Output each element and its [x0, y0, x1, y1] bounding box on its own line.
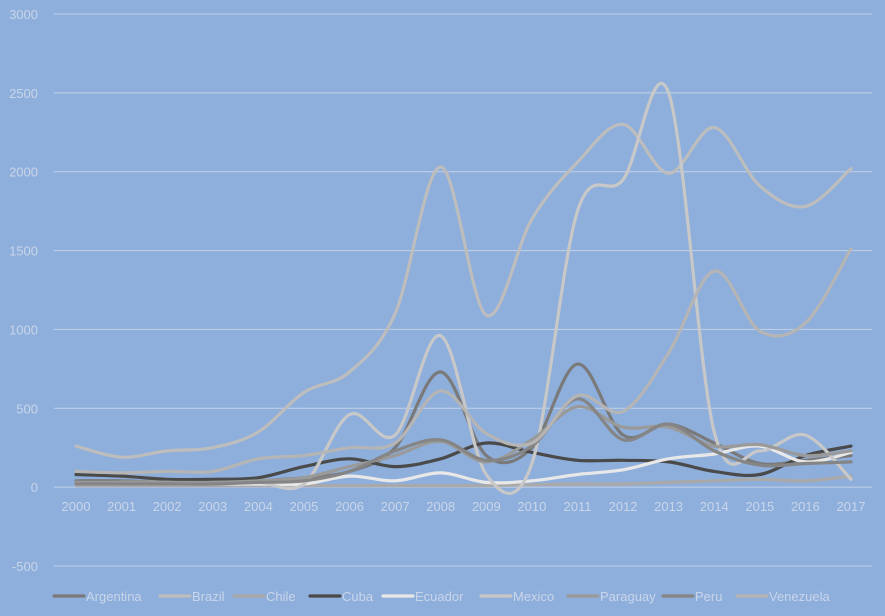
y-tick-label: 2000 [9, 165, 38, 180]
x-tick-label: 2016 [791, 499, 820, 514]
legend-label: Paraguay [600, 589, 656, 604]
x-tick-label: 2006 [335, 499, 364, 514]
series-line-peru [74, 397, 853, 486]
x-tick-label: 2011 [563, 499, 591, 514]
legend-item-peru: Peru [661, 589, 722, 604]
x-tick-label: 2012 [609, 499, 638, 514]
legend-label: Venezuela [769, 589, 830, 604]
legend-item-ecuador: Ecuador [381, 589, 464, 604]
y-axis-ticks: -500 0 500 1000 1500 2000 2500 3000 [9, 7, 38, 574]
legend-label: Peru [695, 589, 722, 604]
legend-label: Mexico [513, 589, 554, 604]
y-tick-label: 500 [16, 401, 38, 416]
x-tick-label: 2009 [472, 499, 501, 514]
x-tick-label: 2013 [654, 499, 683, 514]
legend-item-brazil: Brazil [158, 589, 225, 604]
y-tick-label: 1500 [9, 244, 38, 259]
series-line-brazil [74, 122, 853, 459]
legend-item-chile: Chile [232, 589, 296, 604]
y-tick-label: 1000 [9, 322, 38, 337]
x-axis-ticks: 2000 2001 2002 2003 2004 2005 2006 2007 2008 2009… [62, 499, 866, 514]
legend-item-paraguay: Paraguay [566, 589, 656, 604]
x-tick-label: 2003 [198, 499, 227, 514]
x-tick-label: 2001 [107, 499, 136, 514]
x-tick-label: 2015 [745, 499, 774, 514]
legend-label: Chile [266, 589, 296, 604]
x-tick-label: 2004 [244, 499, 273, 514]
x-tick-label: 2014 [700, 499, 729, 514]
series-line-venezuela [74, 247, 853, 475]
legend-label: Argentina [86, 589, 142, 604]
series-lines [74, 81, 853, 496]
x-tick-label: 2008 [426, 499, 455, 514]
y-tick-label: -500 [12, 559, 38, 574]
x-tick-label: 2010 [517, 499, 546, 514]
y-tick-label: 0 [31, 480, 38, 495]
x-tick-label: 2007 [381, 499, 410, 514]
series-line-paraguay [74, 405, 853, 485]
x-tick-label: 2002 [153, 499, 182, 514]
y-tick-label: 3000 [9, 7, 38, 22]
x-tick-label: 2005 [289, 499, 318, 514]
legend: Argentina Brazil Chile Cuba Ecuador Mexico Par… [52, 589, 830, 604]
legend-label: Brazil [192, 589, 225, 604]
legend-label: Ecuador [415, 589, 464, 604]
x-tick-label: 2017 [837, 499, 866, 514]
legend-item-cuba: Cuba [308, 589, 374, 604]
legend-item-venezuela: Venezuela [735, 589, 830, 604]
legend-item-mexico: Mexico [479, 589, 554, 604]
series-line-mexico [74, 81, 853, 496]
y-tick-label: 2500 [9, 86, 38, 101]
legend-item-argentina: Argentina [52, 589, 142, 604]
legend-label: Cuba [342, 589, 374, 604]
x-tick-label: 2000 [62, 499, 91, 514]
